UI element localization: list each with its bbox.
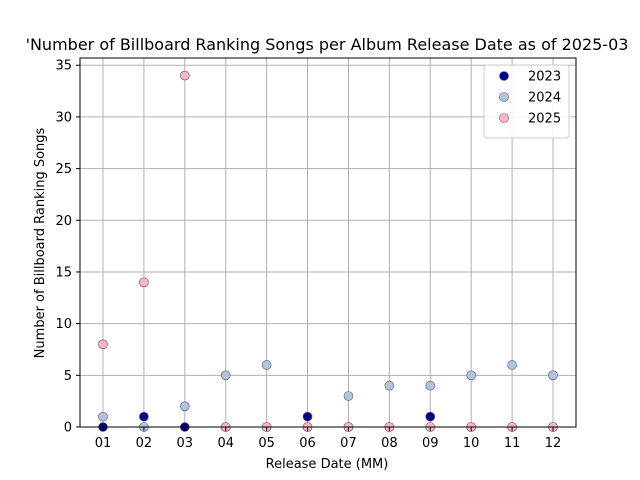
data-point-2025: [139, 277, 149, 288]
data-point-2025: [180, 70, 190, 81]
data-point-2024: [98, 411, 108, 422]
x-tick-label: 05: [258, 436, 275, 451]
legend-label-2025: 2025: [528, 112, 561, 127]
x-tick-label: 03: [177, 436, 194, 451]
legend-label-2024: 2024: [528, 91, 561, 106]
data-point-2024: [548, 370, 558, 381]
x-tick-label: 06: [299, 436, 316, 451]
data-point-2024: [220, 370, 231, 381]
chart-title: 'Number of Billboard Ranking Songs per A…: [26, 35, 629, 54]
x-tick-label: 01: [95, 436, 112, 451]
x-axis-ticks: 01 02 03 04 05 06 07 08 09 10 11 12: [95, 427, 562, 451]
x-axis-label: Release Date (MM): [266, 457, 389, 472]
legend-marker-2025: [499, 113, 509, 123]
x-tick-label: 09: [422, 436, 439, 451]
y-tick-label: 15: [55, 265, 72, 280]
y-tick-label: 0: [64, 421, 72, 436]
y-tick-label: 30: [55, 110, 72, 125]
x-tick-label: 07: [340, 436, 357, 451]
x-tick-label: 12: [545, 436, 562, 451]
legend-marker-2024: [499, 92, 509, 102]
data-point-2023: [139, 411, 149, 422]
legend-marker-2023: [499, 71, 509, 81]
x-tick-label: 02: [136, 436, 153, 451]
y-tick-label: 5: [64, 369, 72, 384]
x-tick-label: 10: [463, 436, 480, 451]
data-point-2024: [425, 380, 436, 391]
data-point-2025: [98, 339, 108, 350]
data-point-2024: [507, 360, 517, 370]
x-tick-label: 04: [217, 436, 234, 451]
y-tick-label: 10: [55, 317, 72, 332]
legend: 2023 2024 2025: [483, 64, 570, 139]
data-point-2024: [180, 401, 190, 412]
y-tick-label: 20: [55, 214, 72, 229]
x-tick-label: 08: [381, 436, 398, 451]
data-point-2024: [261, 360, 272, 370]
y-tick-label: 25: [55, 162, 72, 177]
legend-label-2023: 2023: [528, 70, 561, 85]
data-point-2024: [466, 370, 476, 381]
data-point-2023: [302, 411, 313, 422]
data-point-2024: [384, 380, 395, 391]
data-point-2023: [425, 411, 436, 422]
y-axis-ticks: 0 5 10 15 20 25 30 35: [55, 59, 80, 436]
y-axis-label: Number of Billboard Ranking Songs: [33, 127, 48, 358]
data-point-2024: [343, 391, 354, 401]
plot-frame: [79, 57, 577, 428]
x-tick-label: 11: [504, 436, 521, 451]
y-tick-label: 35: [55, 59, 72, 74]
